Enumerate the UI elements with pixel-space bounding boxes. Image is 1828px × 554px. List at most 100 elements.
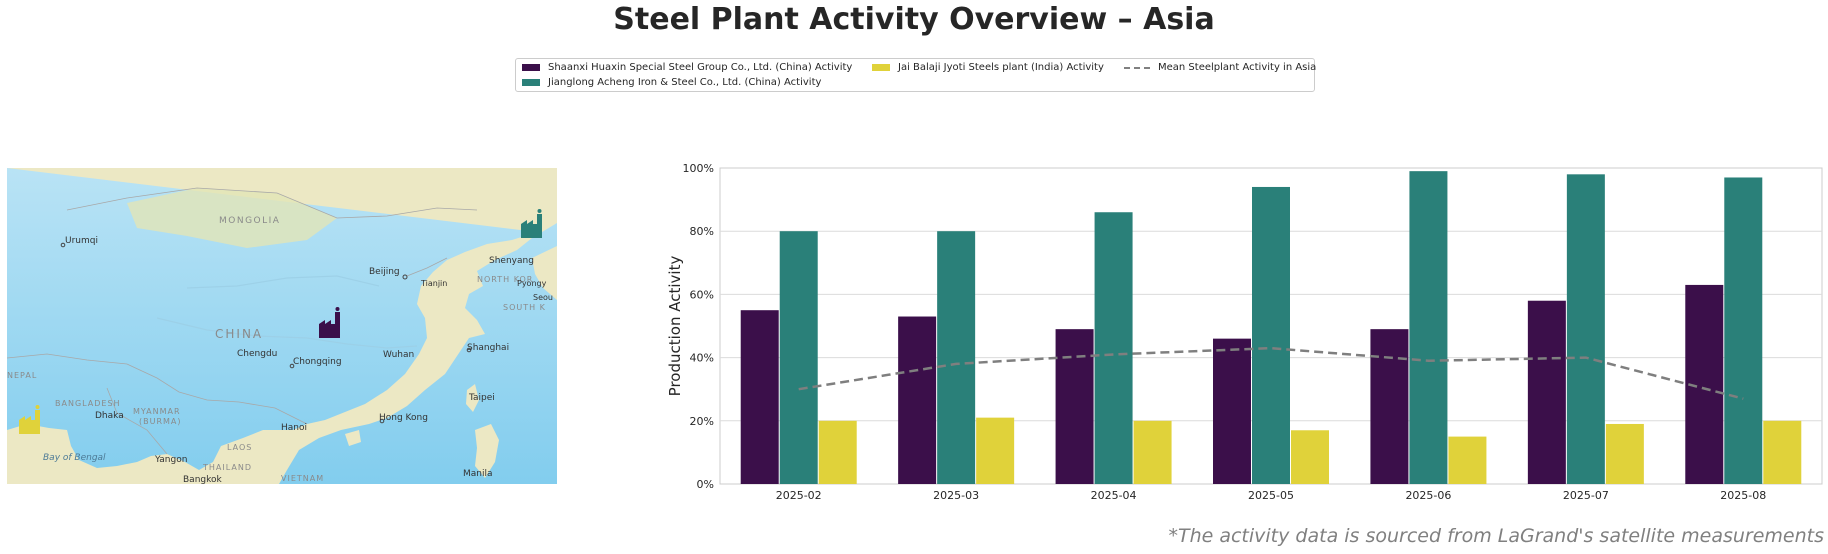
x-tick-label: 2025-04 (1091, 489, 1137, 502)
map-rivers (156, 275, 418, 349)
mean-activity-line (798, 346, 1744, 400)
legend-swatch-jai (872, 64, 890, 71)
bar-jianglong-2025-04 (1094, 212, 1133, 485)
city-dot-hong-kong (379, 418, 385, 424)
bar-jai-2025-04 (1133, 420, 1172, 484)
x-tick-labels: 2025-02 2025-03 2025-04 2025-05 2025-06 2025-… (776, 489, 1767, 502)
legend-item-jianglong: Jianglong Acheng Iron & Steel Co., Ltd. … (522, 77, 821, 88)
bar-jianglong-2025-05 (1252, 186, 1290, 484)
legend-swatch-mean (1124, 66, 1150, 69)
y-tick-labels: 0% 20% 40% 60% 80% 100% (683, 162, 714, 491)
x-tick-label: 2025-05 (1248, 489, 1294, 502)
bar-jianglong-2025-02 (779, 231, 818, 484)
legend: Shaanxi Huaxin Special Steel Group Co., … (515, 58, 1316, 92)
factory-icon-jai (19, 405, 40, 434)
map-label-tianjin: Tianjin (420, 279, 447, 288)
map-label-nepal: NEPAL (7, 371, 37, 380)
bar-jai-2025-05 (1291, 430, 1329, 484)
x-tick-label: 2025-08 (1720, 489, 1766, 502)
factory-icon-shaanxi (319, 307, 340, 338)
y-tick-label: 20% (690, 415, 714, 428)
map-label-china: CHINA (215, 327, 263, 341)
map-label-myanmar: MYANMAR (133, 407, 181, 416)
x-tick-label: 2025-07 (1563, 489, 1609, 502)
legend-label-jai: Jai Balaji Jyoti Steels plant (India) Ac… (898, 62, 1104, 73)
map-label-bangkok: Bangkok (183, 475, 223, 484)
land-mass (7, 168, 557, 484)
bar-jianglong-2025-08 (1724, 177, 1763, 485)
y-tick-label: 60% (690, 288, 714, 301)
bar-shaanxi-2025-03 (898, 316, 937, 484)
legend-label-shaanxi: Shaanxi Huaxin Special Steel Group Co., … (548, 62, 853, 73)
legend-label-mean: Mean Steelplant Activity in Asia (1158, 62, 1317, 73)
legend-swatch-shaanxi (522, 64, 540, 71)
map-label-beijing: Beijing (369, 267, 400, 277)
bar-jai-2025-08 (1763, 420, 1802, 484)
map-label-yangon: Yangon (154, 455, 187, 465)
x-tick-label: 2025-06 (1405, 489, 1451, 502)
map-label-thailand: THAILAND (202, 463, 252, 472)
bars (740, 171, 1802, 485)
map-label-pyongyang: Pyongy (517, 279, 547, 288)
city-dot-beijing (402, 274, 408, 280)
bar-shaanxi-2025-06 (1370, 329, 1409, 484)
luzon-island (475, 424, 499, 478)
map-label-shanghai: Shanghai (467, 343, 509, 353)
map-label-vietnam: VIETNAM (281, 474, 324, 483)
bar-shaanxi-2025-07 (1527, 300, 1566, 484)
bar-shaanxi-2025-05 (1213, 338, 1251, 484)
bar-jianglong-2025-03 (937, 231, 976, 484)
map-label-shenyang: Shenyang (489, 256, 534, 266)
map-label-seoul: Seou (533, 293, 553, 302)
bar-jianglong-2025-07 (1566, 174, 1605, 484)
footnote: *The activity data is sourced from LaGra… (1168, 525, 1824, 547)
bar-jai-2025-07 (1605, 423, 1644, 484)
x-tick-label: 2025-02 (776, 489, 822, 502)
mean-line-group (798, 346, 1744, 400)
city-dot-urumqi (60, 242, 66, 248)
y-tick-label: 0% (697, 478, 714, 491)
mongolia-region (127, 188, 337, 248)
bar-shaanxi-2025-04 (1055, 329, 1094, 484)
map-label-manila: Manila (463, 469, 493, 479)
map-borders (7, 187, 478, 455)
japan-islands (532, 246, 557, 300)
map-label-dhaka: Dhaka (95, 411, 124, 421)
map-label-burma: (BURMA) (139, 417, 182, 426)
map-label-north-korea: NORTH KOR (477, 275, 533, 284)
bar-jianglong-2025-06 (1409, 171, 1448, 484)
map-label-bay-of-bengal: Bay of Bengal (43, 453, 106, 463)
map-label-wuhan: Wuhan (383, 350, 414, 360)
x-tick-label: 2025-03 (933, 489, 979, 502)
y-tick-label: 40% (690, 352, 714, 365)
map-label-chengdu: Chengdu (237, 349, 277, 359)
bar-jai-2025-02 (818, 420, 857, 484)
y-axis-label: Production Activity (666, 256, 684, 397)
bar-jai-2025-06 (1448, 436, 1487, 484)
legend-item-mean: Mean Steelplant Activity in Asia (1124, 62, 1316, 73)
map-label-hanoi: Hanoi (281, 423, 307, 433)
asia-map: MONGOLIA CHINA Urumqi Shenyang Beijing T… (7, 168, 557, 484)
chart-title: Steel Plant Activity Overview – Asia (613, 2, 1215, 37)
map-label-laos: LAOS (227, 443, 252, 452)
map-label-mongolia: MONGOLIA (219, 216, 280, 226)
legend-swatch-jianglong (522, 79, 540, 86)
y-tick-label: 80% (690, 225, 714, 238)
map-label-south-korea: SOUTH K (503, 303, 546, 312)
map-label-urumqi: Urumqi (65, 236, 98, 246)
map-label-chongqing: Chongqing (293, 357, 342, 367)
factory-icon-jianglong (521, 209, 542, 238)
city-dot-shanghai (466, 347, 472, 353)
legend-item-jai: Jai Balaji Jyoti Steels plant (India) Ac… (872, 62, 1104, 73)
legend-label-jianglong: Jianglong Acheng Iron & Steel Co., Ltd. … (548, 77, 822, 88)
hainan-island (345, 430, 361, 446)
legend-item-shaanxi: Shaanxi Huaxin Special Steel Group Co., … (522, 62, 852, 73)
y-tick-label: 100% (683, 162, 714, 175)
taiwan-island (466, 384, 479, 412)
map-label-bangladesh: BANGLADESH (55, 399, 121, 408)
map-label-taipei: Taipei (468, 393, 495, 403)
bar-shaanxi-2025-02 (740, 310, 779, 484)
city-dot-chongqing (289, 363, 295, 369)
map-label-hong-kong: Hong Kong (379, 413, 428, 423)
